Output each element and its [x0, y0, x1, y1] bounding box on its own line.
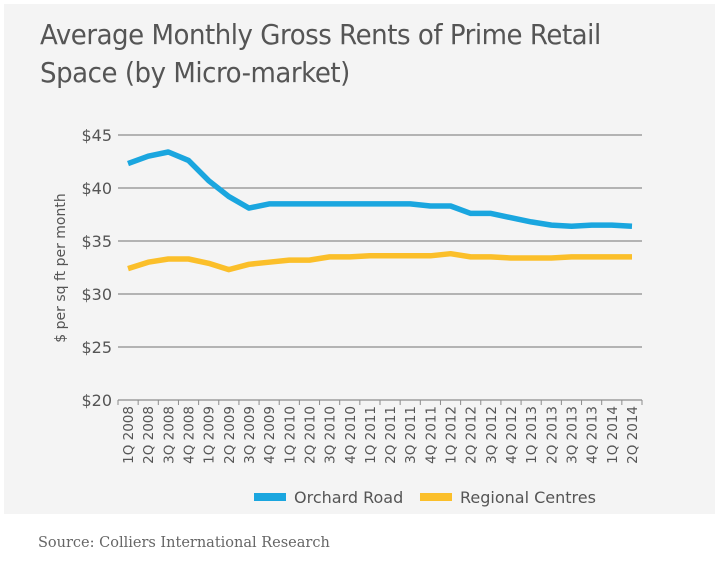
x-tick-label: 2Q 2014	[625, 406, 641, 464]
y-tick-label: $25	[81, 338, 112, 357]
series-line-orchard-road	[127, 149, 633, 229]
chart-title: Average Monthly Gross Rents of Prime Ret…	[40, 18, 601, 89]
legend-swatch	[254, 493, 286, 501]
gridlines	[118, 134, 642, 348]
x-tick-label: 1Q 2008	[121, 406, 137, 464]
y-tick-label: $35	[81, 232, 112, 251]
x-tick-label: 2Q 2011	[383, 406, 399, 464]
y-tick-label: $45	[81, 126, 112, 145]
x-tick-label: 1Q 2013	[524, 406, 540, 464]
x-tick-label: 3Q 2012	[484, 406, 500, 464]
legend-swatch	[420, 493, 452, 501]
x-tick-label: 2Q 2008	[141, 406, 157, 464]
y-tick-label: $20	[81, 391, 112, 410]
series-line-regional-centres	[127, 250, 632, 273]
x-axis: 1Q 2008 2Q 2008 3Q 2008 4Q 2008 1Q 2009 2Q 20…	[117, 399, 643, 464]
x-tick-label: 1Q 2014	[605, 406, 621, 464]
x-tick-label: 2Q 2010	[302, 406, 318, 464]
x-tick-label: 4Q 2012	[504, 406, 520, 464]
x-tick-label: 4Q 2011	[423, 406, 439, 464]
legend-label: Orchard Road	[294, 488, 403, 507]
legend: Orchard Road Regional Centres	[254, 488, 596, 507]
series-lines	[127, 149, 633, 273]
x-tick-label: 3Q 2009	[242, 406, 258, 464]
x-tick-label: 4Q 2013	[585, 406, 601, 464]
y-axis-ticks: $20 $25 $30 $35 $40 $45	[81, 126, 112, 410]
legend-label: Regional Centres	[460, 488, 596, 507]
x-tick-label: 4Q 2008	[181, 406, 197, 464]
x-tick-label: 3Q 2008	[161, 406, 177, 464]
x-tick-label: 3Q 2011	[403, 406, 419, 464]
x-tick-label: 4Q 2009	[262, 406, 278, 464]
x-tick-label: 2Q 2012	[464, 406, 480, 464]
x-tick-label: 2Q 2013	[544, 406, 560, 464]
x-tick-label: 1Q 2011	[363, 406, 379, 464]
x-tick-label: 1Q 2009	[202, 406, 218, 464]
x-tick-label: 1Q 2010	[282, 406, 298, 464]
x-tick-label: 4Q 2010	[343, 406, 359, 464]
y-tick-label: $40	[81, 179, 112, 198]
x-tick-label: 1Q 2012	[444, 406, 460, 464]
y-tick-label: $30	[81, 285, 112, 304]
source-note: Source: Colliers International Research	[38, 535, 330, 551]
x-tick-label: 3Q 2013	[565, 406, 581, 464]
y-axis-label: $ per sq ft per month	[53, 193, 69, 342]
x-tick-label: 2Q 2009	[222, 406, 238, 464]
x-tick-label: 3Q 2010	[323, 406, 339, 464]
